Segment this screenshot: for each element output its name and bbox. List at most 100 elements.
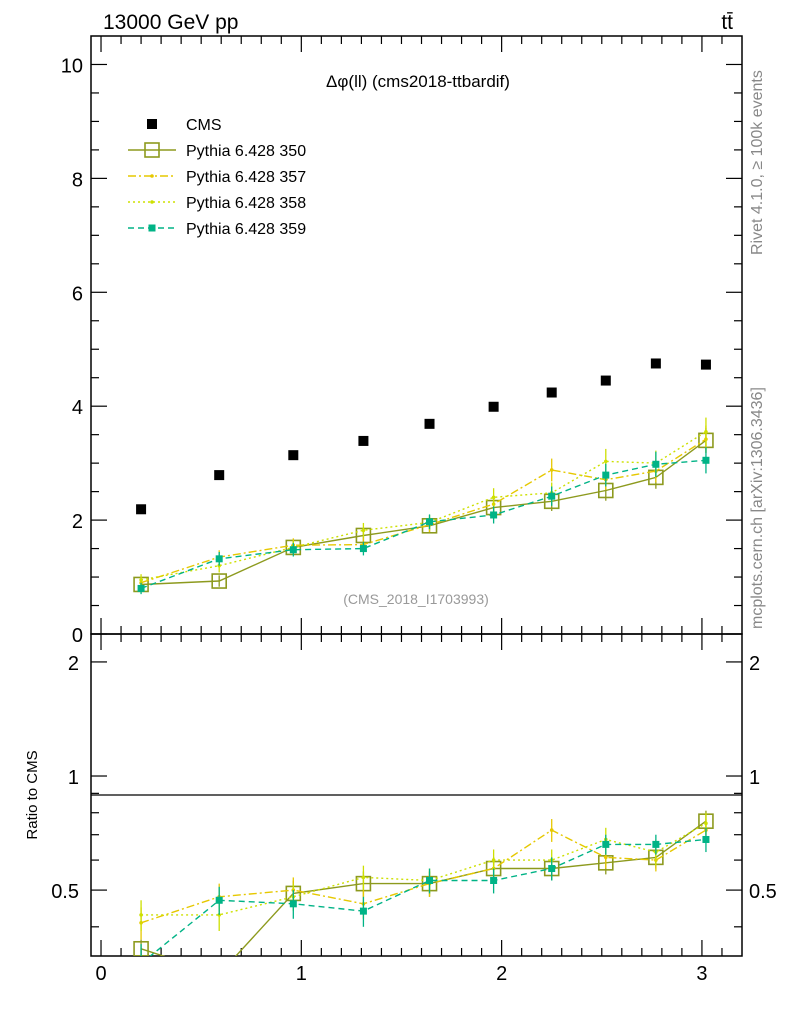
- pythia-6-428-359-point-3: [359, 545, 367, 553]
- pythia-6-428-358-point-5: [491, 858, 496, 862]
- cms-point-2: [288, 450, 299, 461]
- pythia-6-428-358-point-3: [361, 528, 366, 533]
- pythia-6-428-359-line: [140, 459, 706, 590]
- pythia-6-428-359-point-8: [652, 840, 660, 848]
- ratio-panel: 0.5 0.5 1 1 2 2 0 1 2 3 Ratio to CMS: [24, 633, 777, 985]
- pythia-6-428-359-point-2: [289, 546, 297, 554]
- pythia-6-428-359-point-4: [426, 518, 434, 526]
- ratio-xtick-label: 2: [496, 963, 507, 985]
- legend-item-pythia-6-428-357: Pythia 6.428 357: [128, 169, 306, 186]
- energy-label: 13000 GeV pp: [103, 11, 238, 34]
- cms-point-legend: [147, 119, 157, 129]
- ratio-ytick-label: 1: [68, 767, 79, 789]
- cms-point-0: [136, 504, 147, 515]
- pythia-6-428-359-point-8: [652, 460, 660, 468]
- series-pythia-6-428-358: [139, 417, 708, 586]
- pythia-6-428-359-point-0: [138, 960, 145, 967]
- pythia-6-428-359-point-9: [702, 456, 710, 464]
- main-title: Δφ(ll) (cms2018-ttbardif): [326, 72, 510, 91]
- main-ytick-label: 8: [72, 169, 83, 191]
- pythia-6-428-359-point-legend: [148, 224, 156, 232]
- pythia-6-428-357-point-legend: [150, 174, 154, 178]
- pythia-6-428-358-point-7: [603, 459, 608, 464]
- rivet-label: Rivet 4.1.0, ≥ 100k events: [749, 70, 766, 255]
- pythia-6-428-359-point-6: [548, 492, 556, 500]
- series-pythia-6-428-357: [139, 425, 708, 589]
- main-ytick-label: 4: [72, 397, 83, 419]
- cms-point-8: [650, 358, 661, 369]
- series-pythia-6-428-358: [139, 812, 708, 931]
- legend-item-pythia-6-428-359: Pythia 6.428 359: [128, 221, 306, 238]
- main-series: [133, 358, 714, 595]
- pythia-6-428-350-line: [140, 820, 707, 956]
- pythia-6-428-359-point-6: [548, 865, 556, 873]
- series-pythia-6-428-350: [133, 427, 714, 593]
- series-cms: [136, 358, 711, 515]
- series-pythia-6-428-357: [139, 819, 708, 940]
- cms-point-4: [424, 418, 435, 429]
- cms-point-6: [546, 387, 557, 398]
- legend-label: CMS: [186, 117, 222, 134]
- pythia-6-428-350-line: [141, 439, 707, 586]
- pythia-6-428-359-line: [149, 838, 706, 956]
- pythia-6-428-359-point-3: [359, 907, 367, 915]
- ratio-series: [133, 810, 714, 967]
- ratio-ytick-label-right: 2: [749, 653, 760, 675]
- legend-label: Pythia 6.428 358: [186, 195, 306, 212]
- mcplots-label: mcplots.cern.ch [arXiv:1306.3436]: [749, 387, 766, 629]
- pythia-6-428-359-point-2: [289, 900, 297, 908]
- series-pythia-6-428-359: [137, 447, 710, 595]
- pythia-6-428-359-point-1: [215, 555, 223, 563]
- pythia-6-428-357-point-6: [549, 828, 554, 832]
- cms-point-5: [488, 401, 499, 412]
- cms-point-3: [358, 435, 369, 446]
- legend: CMS Pythia 6.428 350 Pythia 6.428 357 Pythi…: [128, 117, 306, 238]
- pythia-6-428-359-point-5: [490, 877, 498, 885]
- pythia-6-428-350-point-legend: [144, 142, 160, 158]
- pythia-6-428-359-point-0: [137, 584, 145, 592]
- process-label: tt̄: [721, 11, 733, 34]
- cms-point-9: [700, 359, 711, 370]
- legend-item-pythia-6-428-350: Pythia 6.428 350: [128, 142, 306, 160]
- pythia-6-428-359-point-9: [702, 835, 710, 843]
- main-ytick-label: 2: [72, 511, 83, 533]
- ratio-xtick-label: 0: [95, 963, 106, 985]
- ratio-ytick-label: 2: [68, 653, 79, 675]
- cms-point-7: [600, 375, 611, 386]
- legend-label: Pythia 6.428 357: [186, 169, 306, 186]
- pythia-6-428-357-line: [140, 829, 707, 924]
- pythia-6-428-359-point-5: [490, 511, 498, 519]
- pythia-6-428-358-point-0: [139, 913, 143, 917]
- ratio-ytick-label-right: 0.5: [749, 881, 777, 903]
- pythia-6-428-359-point-4: [426, 877, 434, 885]
- pythia-6-428-359-point-1: [215, 896, 223, 904]
- pythia-6-428-357-point-7: [603, 855, 608, 860]
- pythia-6-428-357-point-6: [549, 468, 554, 472]
- pythia-6-428-359-point-7: [602, 840, 610, 848]
- ratio-xtick-label: 1: [296, 963, 307, 985]
- cms-point-1: [214, 470, 225, 481]
- ratio-xtick-label: 3: [696, 963, 707, 985]
- series-pythia-6-428-359: [138, 827, 710, 967]
- pythia-6-428-358-point-5: [491, 495, 496, 500]
- pythia-6-428-358-point-9: [704, 430, 708, 434]
- pythia-6-428-359-point-7: [602, 471, 610, 479]
- main-axis-ticks: 0 2 4 6 8 10: [61, 36, 742, 647]
- ratio-ylabel: Ratio to CMS: [24, 750, 41, 839]
- pythia-6-428-357-line: [140, 438, 707, 584]
- legend-item-cms: CMS: [147, 117, 222, 134]
- main-ytick-label: 6: [72, 283, 83, 305]
- pythia-6-428-350-point-1: [211, 573, 227, 589]
- main-panel: 0 2 4 6 8 10 Δφ(ll) (cms2018-ttbardif) (CMS_2…: [61, 35, 743, 647]
- main-ytick-label: 0: [72, 625, 83, 647]
- main-watermark: (CMS_2018_I1703993): [343, 591, 489, 607]
- legend-label: Pythia 6.428 359: [186, 221, 306, 238]
- ratio-ytick-label: 0.5: [51, 881, 79, 903]
- pythia-6-428-358-point-0: [139, 578, 143, 582]
- legend-label: Pythia 6.428 350: [186, 143, 306, 160]
- ratio-axis-ticks: 0.5 0.5 1 1 2 2 0 1 2 3: [51, 634, 777, 985]
- ratio-ytick-label-right: 1: [749, 767, 760, 789]
- pythia-6-428-358-point-legend: [150, 200, 154, 204]
- pythia-6-428-358-point-9: [704, 821, 708, 826]
